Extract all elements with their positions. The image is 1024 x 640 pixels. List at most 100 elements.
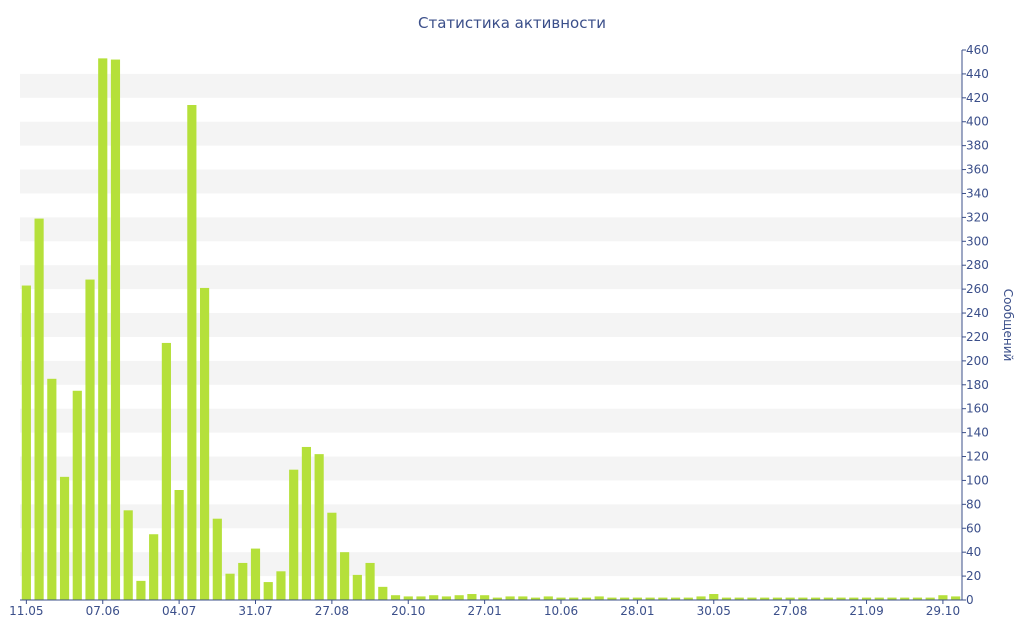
bar — [734, 597, 744, 600]
grid-band — [20, 169, 962, 194]
grid-band — [20, 552, 962, 577]
y-tick-label: 280 — [966, 258, 989, 272]
bar — [72, 390, 82, 600]
y-tick-label: 360 — [966, 163, 989, 177]
bar — [123, 510, 133, 600]
bar — [429, 595, 439, 600]
bar — [912, 597, 923, 600]
bar — [670, 597, 681, 600]
y-tick-label: 180 — [966, 378, 989, 392]
x-tick-label: 29.10 — [926, 604, 960, 618]
bar — [250, 548, 261, 600]
bar — [98, 58, 108, 600]
x-tick-label: 27.08 — [773, 604, 807, 618]
bar — [225, 573, 235, 600]
bar — [314, 454, 324, 600]
bar — [47, 378, 57, 600]
bar — [938, 595, 948, 600]
bar — [696, 596, 706, 600]
y-tick-label: 260 — [966, 282, 989, 296]
y-axis-title: Сообщений — [1001, 289, 1015, 362]
bar — [161, 342, 171, 600]
bar — [21, 285, 31, 600]
bar — [709, 594, 719, 600]
x-tick-label: 27.01 — [467, 604, 501, 618]
bar — [199, 287, 210, 600]
y-tick-label: 240 — [966, 306, 989, 320]
bar — [721, 597, 732, 600]
y-tick-label: 300 — [966, 234, 989, 248]
bar — [59, 476, 70, 600]
y-tick-label: 0 — [966, 593, 974, 607]
bar — [594, 596, 604, 600]
bar — [747, 597, 757, 600]
bar — [187, 105, 197, 600]
bar — [505, 596, 515, 600]
grid-band — [20, 360, 962, 385]
bar — [136, 580, 146, 600]
bar — [530, 597, 541, 600]
x-tick-label: 04.07 — [162, 604, 196, 618]
bar — [632, 597, 642, 600]
bar — [467, 594, 477, 600]
bar — [951, 596, 961, 600]
x-tick-label: 20.10 — [391, 604, 425, 618]
y-tick-label: 460 — [966, 43, 989, 57]
axes: 0 20 40 60 80 100 120 140 160 180 200 220 240 260 280 3… — [9, 43, 989, 618]
bar — [301, 446, 312, 600]
y-tick-label: 100 — [966, 473, 989, 487]
bar — [149, 534, 159, 600]
bar — [772, 597, 783, 600]
bar — [110, 59, 121, 601]
bar — [441, 596, 452, 600]
y-tick-label: 140 — [966, 426, 989, 440]
x-tick-label: 28.01 — [620, 604, 654, 618]
bar — [887, 597, 897, 600]
x-tick-label: 31.07 — [238, 604, 272, 618]
y-tick-label: 340 — [966, 186, 989, 200]
x-tick-label: 07.06 — [86, 604, 120, 618]
bar — [174, 490, 184, 600]
bar — [861, 597, 872, 600]
bar — [238, 562, 248, 600]
bar — [518, 596, 528, 600]
bar — [416, 596, 426, 600]
bar — [925, 597, 935, 600]
bar — [607, 597, 617, 600]
grid-band — [20, 73, 962, 98]
y-tick-label: 320 — [966, 210, 989, 224]
bar — [581, 597, 592, 600]
y-tick-label: 400 — [966, 115, 989, 129]
y-tick-label: 20 — [966, 569, 981, 583]
bar — [785, 597, 795, 600]
grid-band — [20, 313, 962, 337]
bar — [340, 552, 350, 600]
bar — [811, 597, 821, 600]
bar — [645, 597, 655, 600]
bar — [874, 597, 884, 600]
bar — [760, 597, 770, 600]
grid-band — [20, 408, 962, 433]
chart-title: Статистика активности — [418, 14, 606, 32]
bar — [263, 582, 273, 600]
y-tick-label: 160 — [966, 402, 989, 416]
bar — [569, 597, 579, 600]
y-tick-label: 220 — [966, 330, 989, 344]
y-tick-label: 200 — [966, 354, 989, 368]
bar — [823, 597, 833, 600]
bar — [683, 597, 693, 600]
bar — [836, 597, 846, 600]
y-tick-label: 80 — [966, 497, 981, 511]
bar — [556, 597, 566, 600]
bar — [403, 596, 413, 600]
grid-band — [20, 504, 962, 529]
bar — [34, 218, 44, 600]
x-tick-label: 21.09 — [849, 604, 883, 618]
bar — [620, 597, 630, 600]
x-tick-label: 11.05 — [9, 604, 43, 618]
bar — [352, 574, 362, 600]
bar — [85, 279, 95, 600]
x-tick-label: 27.08 — [315, 604, 349, 618]
x-tick-label: 10.06 — [544, 604, 578, 618]
